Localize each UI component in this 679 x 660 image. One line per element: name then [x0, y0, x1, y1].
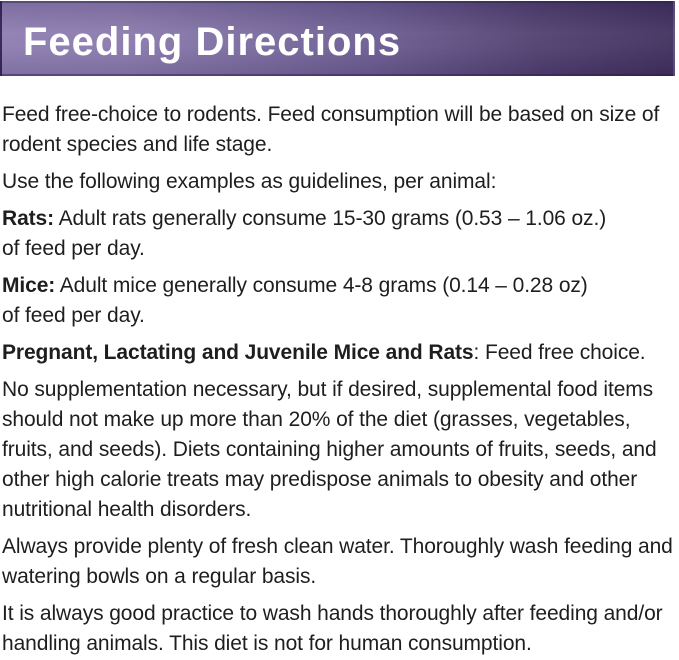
rats-text: Adult rats generally consume 15-30 grams…	[54, 207, 607, 230]
text-line: Feed free-choice to rodents. Feed consum…	[2, 103, 660, 126]
text-line: nutritional health disorders.	[2, 498, 252, 521]
paragraph-intro: Feed free-choice to rodents. Feed consum…	[2, 100, 679, 160]
text-line: No supplementation necessary, but if des…	[2, 378, 654, 401]
paragraph-water: Always provide plenty of fresh clean wat…	[2, 532, 679, 592]
paragraph-hygiene: It is always good practice to wash hands…	[2, 599, 679, 659]
text-line: Use the following examples as guidelines…	[2, 170, 497, 193]
text-line: should not make up more than 20% of the …	[2, 408, 631, 431]
text-line: Always provide plenty of fresh clean wat…	[2, 535, 673, 558]
paragraph-rats: Rats: Adult rats generally consume 15-30…	[2, 204, 679, 264]
text-line: rodent species and life stage.	[2, 133, 273, 156]
feeding-directions-body: Feed free-choice to rodents. Feed consum…	[2, 100, 679, 659]
text-line: It is always good practice to wash hands…	[2, 602, 663, 625]
text-line: of feed per day.	[2, 237, 145, 260]
paragraph-pregnant-lactating: Pregnant, Lactating and Juvenile Mice an…	[2, 338, 679, 368]
page-title: Feeding Directions	[23, 19, 402, 64]
paragraph-mice: Mice: Adult mice generally consume 4-8 g…	[2, 271, 679, 331]
header-banner: Feeding Directions	[0, 1, 675, 76]
text-line: other high calorie treats may predispose…	[2, 468, 638, 491]
paragraph-supplementation: No supplementation necessary, but if des…	[2, 375, 679, 525]
text-line: fruits, and seeds). Diets containing hig…	[2, 438, 657, 461]
mice-text: Adult mice generally consume 4-8 grams (…	[55, 274, 588, 297]
text-line: Rats: Adult rats generally consume 15-30…	[2, 204, 679, 234]
special-label: Pregnant, Lactating and Juvenile Mice an…	[2, 341, 474, 364]
text-line: handling animals. This diet is not for h…	[2, 632, 532, 655]
mice-label: Mice:	[2, 274, 56, 297]
rats-label: Rats:	[2, 207, 55, 230]
text-line: of feed per day.	[2, 304, 145, 327]
text-line: Mice: Adult mice generally consume 4-8 g…	[2, 271, 679, 301]
text-line: Pregnant, Lactating and Juvenile Mice an…	[2, 338, 679, 368]
special-text: : Feed free choice.	[473, 341, 646, 364]
paragraph-guidelines: Use the following examples as guidelines…	[2, 167, 679, 197]
text-line: watering bowls on a regular basis.	[2, 565, 317, 588]
